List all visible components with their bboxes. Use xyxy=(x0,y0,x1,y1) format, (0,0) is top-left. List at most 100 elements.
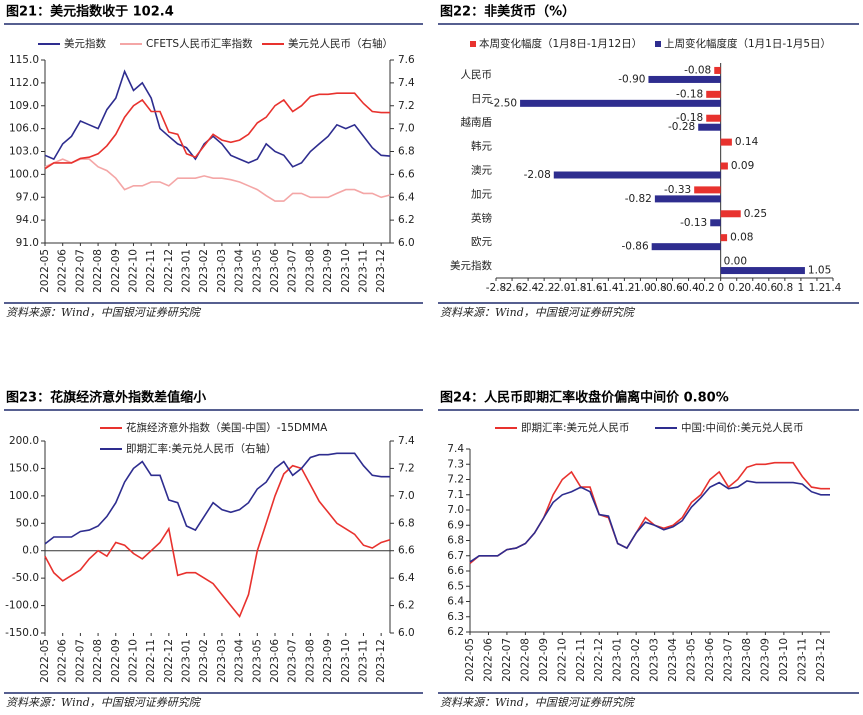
x-tick-label: 2023-12 xyxy=(375,249,387,293)
x-tick-label: 2022-11 xyxy=(145,249,157,293)
bar xyxy=(710,219,721,227)
bar xyxy=(654,195,721,203)
y2-tick-label: 6.8 xyxy=(398,146,415,158)
value-label: -0.18 xyxy=(676,112,703,124)
y2-tick-label: 7.4 xyxy=(398,77,415,89)
category-label: 越南盾 xyxy=(461,116,493,129)
x-tick-label: 0.8 xyxy=(777,282,794,294)
legend-swatch xyxy=(470,41,476,47)
y-tick-label: 6.8 xyxy=(447,535,464,547)
y-tick-label: 7.1 xyxy=(447,489,464,501)
category-label: 加元 xyxy=(471,188,492,200)
x-tick-label: 2023-03 xyxy=(649,638,661,682)
x-tick-label: 2023-11 xyxy=(357,249,369,293)
legend-label: CFETS人民币汇率指数 xyxy=(146,37,253,50)
x-tick-label: 2023-04 xyxy=(234,249,246,293)
y2-tick-label: 7.6 xyxy=(398,54,415,66)
x-tick-label: 0.2 xyxy=(728,282,745,294)
x-tick-label: -0.6 xyxy=(662,282,683,294)
x-tick-label: 2023-08 xyxy=(741,638,753,682)
x-tick-label: -2.0 xyxy=(550,282,571,294)
y-tick-label: 6.2 xyxy=(447,626,464,638)
x-tick-label: 2023-02 xyxy=(630,638,642,682)
x-tick-label: 2023-01 xyxy=(181,639,193,683)
y-tick-label: 109.0 xyxy=(9,100,39,112)
legend-label: 中国:中间价:美元兑人民币 xyxy=(681,421,804,434)
chart-title: 图21：美元指数收于 102.4 xyxy=(6,4,174,20)
x-tick-label: 2023-06 xyxy=(269,249,281,293)
value-label: -0.28 xyxy=(668,121,695,133)
y2-tick-label: 7.0 xyxy=(398,123,415,135)
y2-tick-label: 6.2 xyxy=(398,600,415,612)
x-tick-label: 1.2 xyxy=(809,282,826,294)
y-tick-label: 115.0 xyxy=(9,54,39,66)
x-tick-label: 2022-09 xyxy=(110,639,122,683)
y2-tick-label: 6.0 xyxy=(398,627,415,639)
x-tick-label: 2023-07 xyxy=(287,249,299,293)
source-note: 资料来源：Wind，中国银河证券研究院 xyxy=(6,306,202,319)
y-tick-label: 6.3 xyxy=(447,611,464,623)
category-label: 日元 xyxy=(471,93,492,105)
category-label: 人民币 xyxy=(461,69,493,81)
source-note: 资料来源：Wind，中国银河证券研究院 xyxy=(6,696,202,709)
y-tick-label: 6.9 xyxy=(447,519,464,531)
x-tick-label: 2023-07 xyxy=(722,638,734,682)
category-label: 美元指数 xyxy=(450,259,492,272)
x-tick-label: 0.6 xyxy=(760,282,777,294)
x-tick-label: 2022-09 xyxy=(110,249,122,293)
x-tick-label: 0 xyxy=(717,282,724,294)
y-tick-label: 97.0 xyxy=(16,191,39,203)
bar xyxy=(706,114,721,122)
y-tick-label: 7.4 xyxy=(447,443,464,455)
bar xyxy=(520,99,721,107)
x-tick-label: -0.4 xyxy=(678,282,699,294)
y-tick-label: 7.2 xyxy=(447,474,464,486)
y-tick-label: 6.5 xyxy=(447,580,464,592)
y-tick-label: 7.3 xyxy=(447,458,464,470)
x-tick-label: 2023-02 xyxy=(198,249,210,293)
x-tick-label: 2023-09 xyxy=(759,638,771,682)
x-tick-label: 2023-12 xyxy=(815,638,827,682)
value-label: -0.13 xyxy=(680,217,707,229)
y-tick-label: 50.0 xyxy=(16,517,39,529)
y2-tick-label: 7.2 xyxy=(398,100,415,112)
x-tick-label: -1.6 xyxy=(582,282,603,294)
bar xyxy=(706,90,721,98)
series-line xyxy=(44,69,391,168)
y-tick-label: 100.0 xyxy=(9,490,39,502)
x-tick-label: 2022-06 xyxy=(482,638,494,682)
y2-tick-label: 7.0 xyxy=(398,490,415,502)
x-tick-label: 2023-02 xyxy=(198,639,210,683)
y2-tick-label: 6.6 xyxy=(398,168,415,180)
x-tick-label: 2023-03 xyxy=(216,249,228,293)
bar xyxy=(648,75,721,83)
y-tick-label: 112.0 xyxy=(9,77,39,89)
legend-label: 美元指数 xyxy=(64,37,106,50)
category-label: 英镑 xyxy=(471,211,492,224)
value-label: -0.08 xyxy=(684,64,711,76)
x-tick-label: 2022-12 xyxy=(593,638,605,682)
x-tick-label: -1.2 xyxy=(614,282,635,294)
y2-tick-label: 6.6 xyxy=(398,545,415,557)
x-tick-label: 2022-06 xyxy=(57,639,69,683)
category-label: 澳元 xyxy=(471,164,492,177)
series-line xyxy=(44,158,391,202)
x-tick-label: 2022-09 xyxy=(538,638,550,682)
value-label: 0.25 xyxy=(744,208,767,220)
x-tick-label: 2022-06 xyxy=(57,249,69,293)
x-tick-label: 2022-10 xyxy=(556,638,568,682)
x-tick-label: 2023-11 xyxy=(357,639,369,683)
x-tick-label: -1.8 xyxy=(566,282,587,294)
x-tick-label: -2.2 xyxy=(534,282,555,294)
x-tick-label: 2022-08 xyxy=(519,638,531,682)
y-tick-label: 200.0 xyxy=(9,435,39,447)
legend-label: 即期汇率:美元兑人民币（右轴） xyxy=(126,442,277,455)
x-tick-label: 2023-09 xyxy=(322,639,334,683)
x-tick-label: 2023-07 xyxy=(287,639,299,683)
x-tick-label: 2022-11 xyxy=(145,639,157,683)
y-tick-label: 106.0 xyxy=(9,123,39,135)
x-tick-label: 2023-04 xyxy=(667,638,679,682)
y2-tick-label: 6.0 xyxy=(398,237,415,249)
bar xyxy=(720,267,805,275)
